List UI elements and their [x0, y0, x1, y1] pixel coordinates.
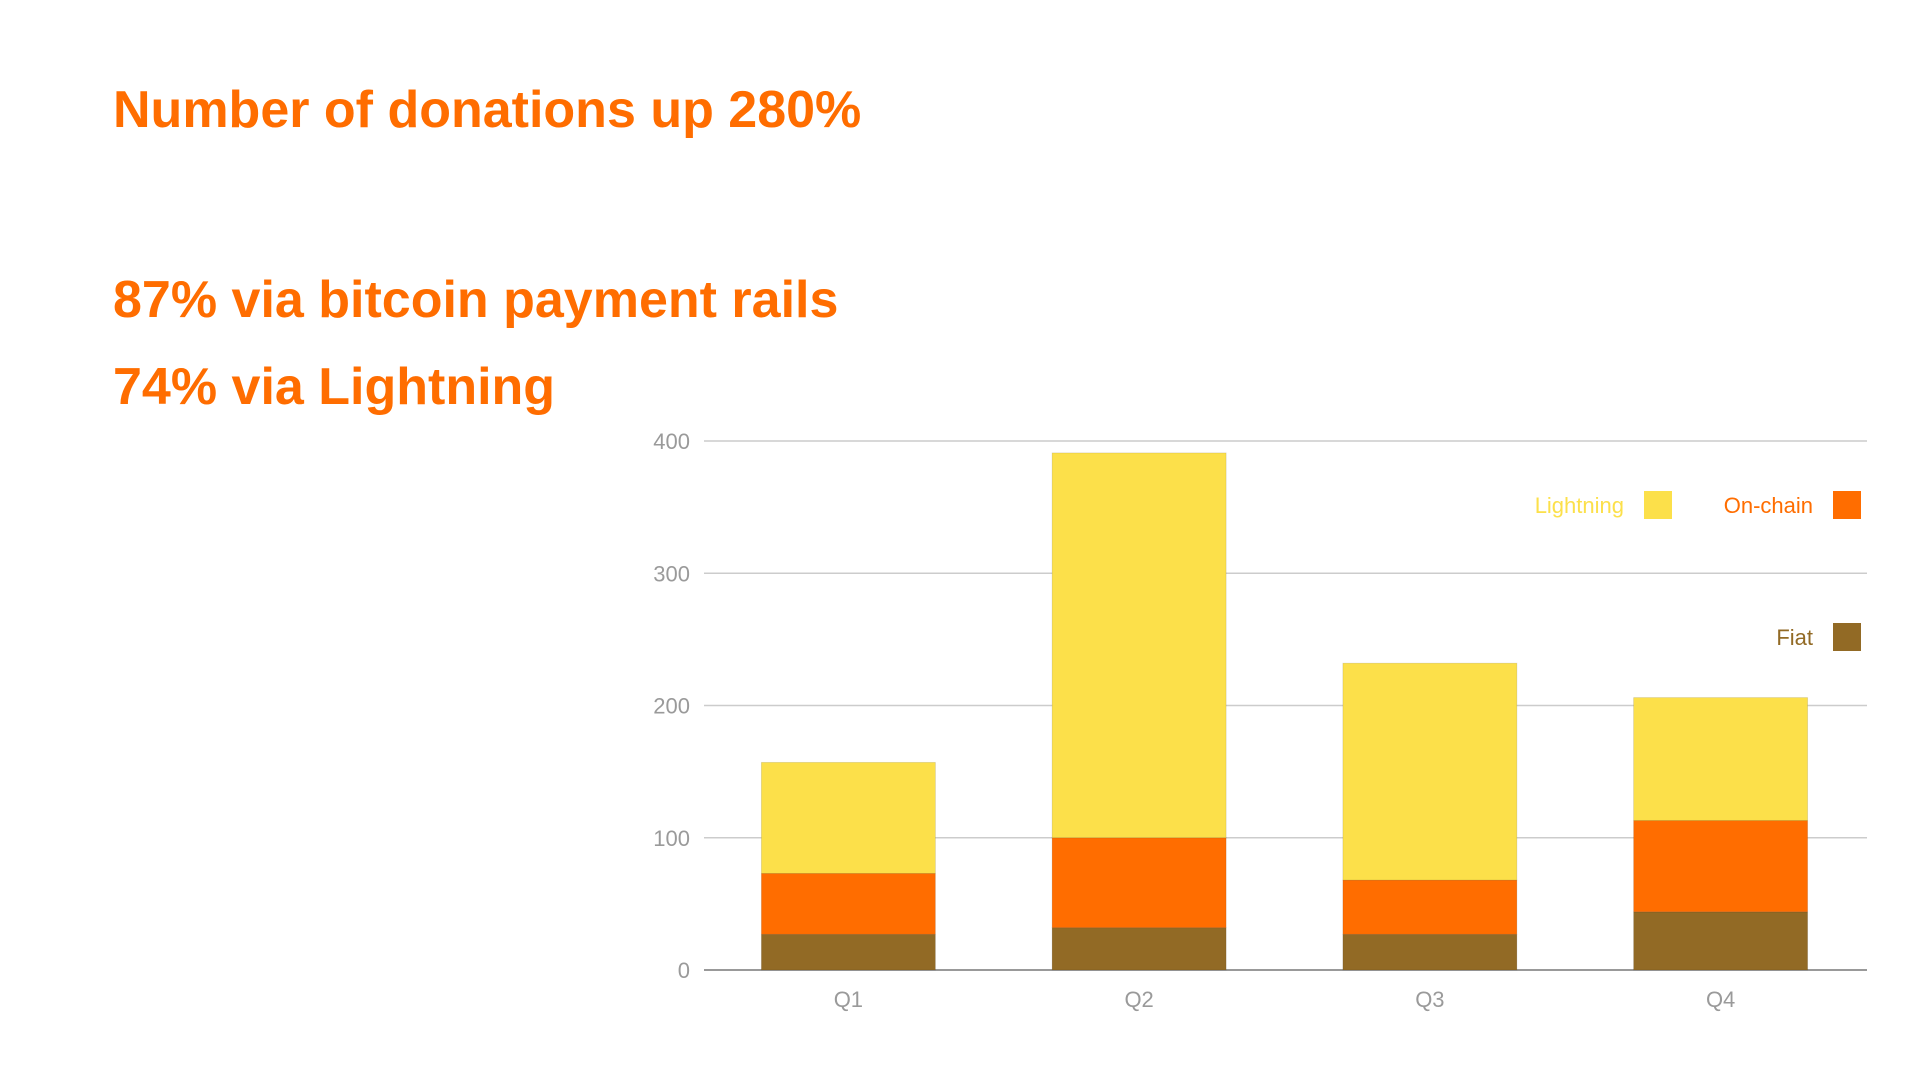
y-tick-label: 100 — [653, 826, 690, 851]
x-tick-label: Q3 — [1415, 987, 1444, 1012]
headline: Number of donations up 280% — [113, 81, 862, 139]
stat-bitcoin: 87% via bitcoin payment rails — [113, 271, 839, 329]
legend-label-on-chain: On-chain — [1724, 493, 1813, 518]
bar-fiat-q3 — [1342, 933, 1518, 971]
legend-swatch-lightning — [1644, 491, 1672, 519]
legend-label-fiat: Fiat — [1776, 625, 1813, 650]
bar-on-chain-q2 — [1051, 837, 1227, 929]
bar-on-chain-q1 — [760, 873, 936, 935]
y-tick-label: 400 — [653, 429, 690, 454]
y-tick-label: 200 — [653, 694, 690, 719]
bar-lightning-q3 — [1342, 662, 1518, 881]
bar-lightning-q4 — [1633, 697, 1809, 821]
stat-lightning: 74% via Lightning — [113, 358, 556, 416]
bar-lightning-q2 — [1051, 452, 1227, 839]
bar-fiat-q1 — [760, 933, 936, 971]
bar-on-chain-q4 — [1633, 820, 1809, 913]
bar-on-chain-q3 — [1342, 879, 1518, 935]
legend-swatch-fiat — [1833, 623, 1861, 651]
bar-fiat-q2 — [1051, 927, 1227, 971]
y-tick-label: 300 — [653, 561, 690, 586]
y-tick-label: 0 — [678, 958, 690, 983]
legend-swatch-on-chain — [1833, 491, 1861, 519]
bar-lightning-q1 — [760, 761, 936, 874]
x-tick-label: Q2 — [1124, 987, 1153, 1012]
bar-fiat-q4 — [1633, 911, 1809, 971]
legend-label-lightning: Lightning — [1535, 493, 1624, 518]
x-tick-label: Q4 — [1706, 987, 1735, 1012]
x-tick-label: Q1 — [834, 987, 863, 1012]
